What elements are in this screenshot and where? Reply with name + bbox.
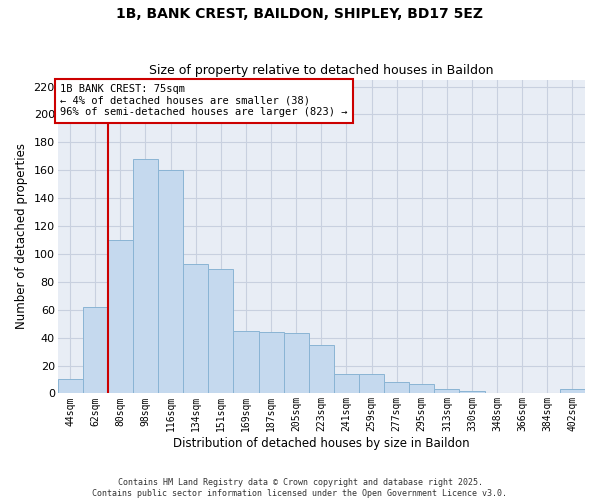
Bar (409, 384, 434, 394)
Y-axis label: Number of detached properties: Number of detached properties (15, 144, 28, 330)
Bar (58, 380, 83, 394)
Bar (384, 382, 409, 394)
Bar (284, 334, 309, 394)
Bar (460, 390, 485, 394)
Bar (259, 332, 284, 394)
Text: 1B BANK CREST: 75sqm
← 4% of detached houses are smaller (38)
96% of semi-detach: 1B BANK CREST: 75sqm ← 4% of detached ho… (60, 84, 348, 117)
Bar (334, 374, 359, 394)
Bar (208, 270, 233, 394)
Bar (158, 170, 183, 394)
Title: Size of property relative to detached houses in Baildon: Size of property relative to detached ho… (149, 64, 494, 77)
X-axis label: Distribution of detached houses by size in Baildon: Distribution of detached houses by size … (173, 437, 470, 450)
Text: 1B, BANK CREST, BAILDON, SHIPLEY, BD17 5EZ: 1B, BANK CREST, BAILDON, SHIPLEY, BD17 5… (116, 8, 484, 22)
Bar (560, 389, 585, 394)
Bar (309, 344, 334, 394)
Bar (83, 307, 108, 394)
Bar (183, 264, 208, 394)
Bar (108, 240, 133, 394)
Bar (434, 389, 460, 394)
Bar (133, 159, 158, 394)
Bar (233, 330, 259, 394)
Text: Contains HM Land Registry data © Crown copyright and database right 2025.
Contai: Contains HM Land Registry data © Crown c… (92, 478, 508, 498)
Bar (359, 374, 384, 394)
